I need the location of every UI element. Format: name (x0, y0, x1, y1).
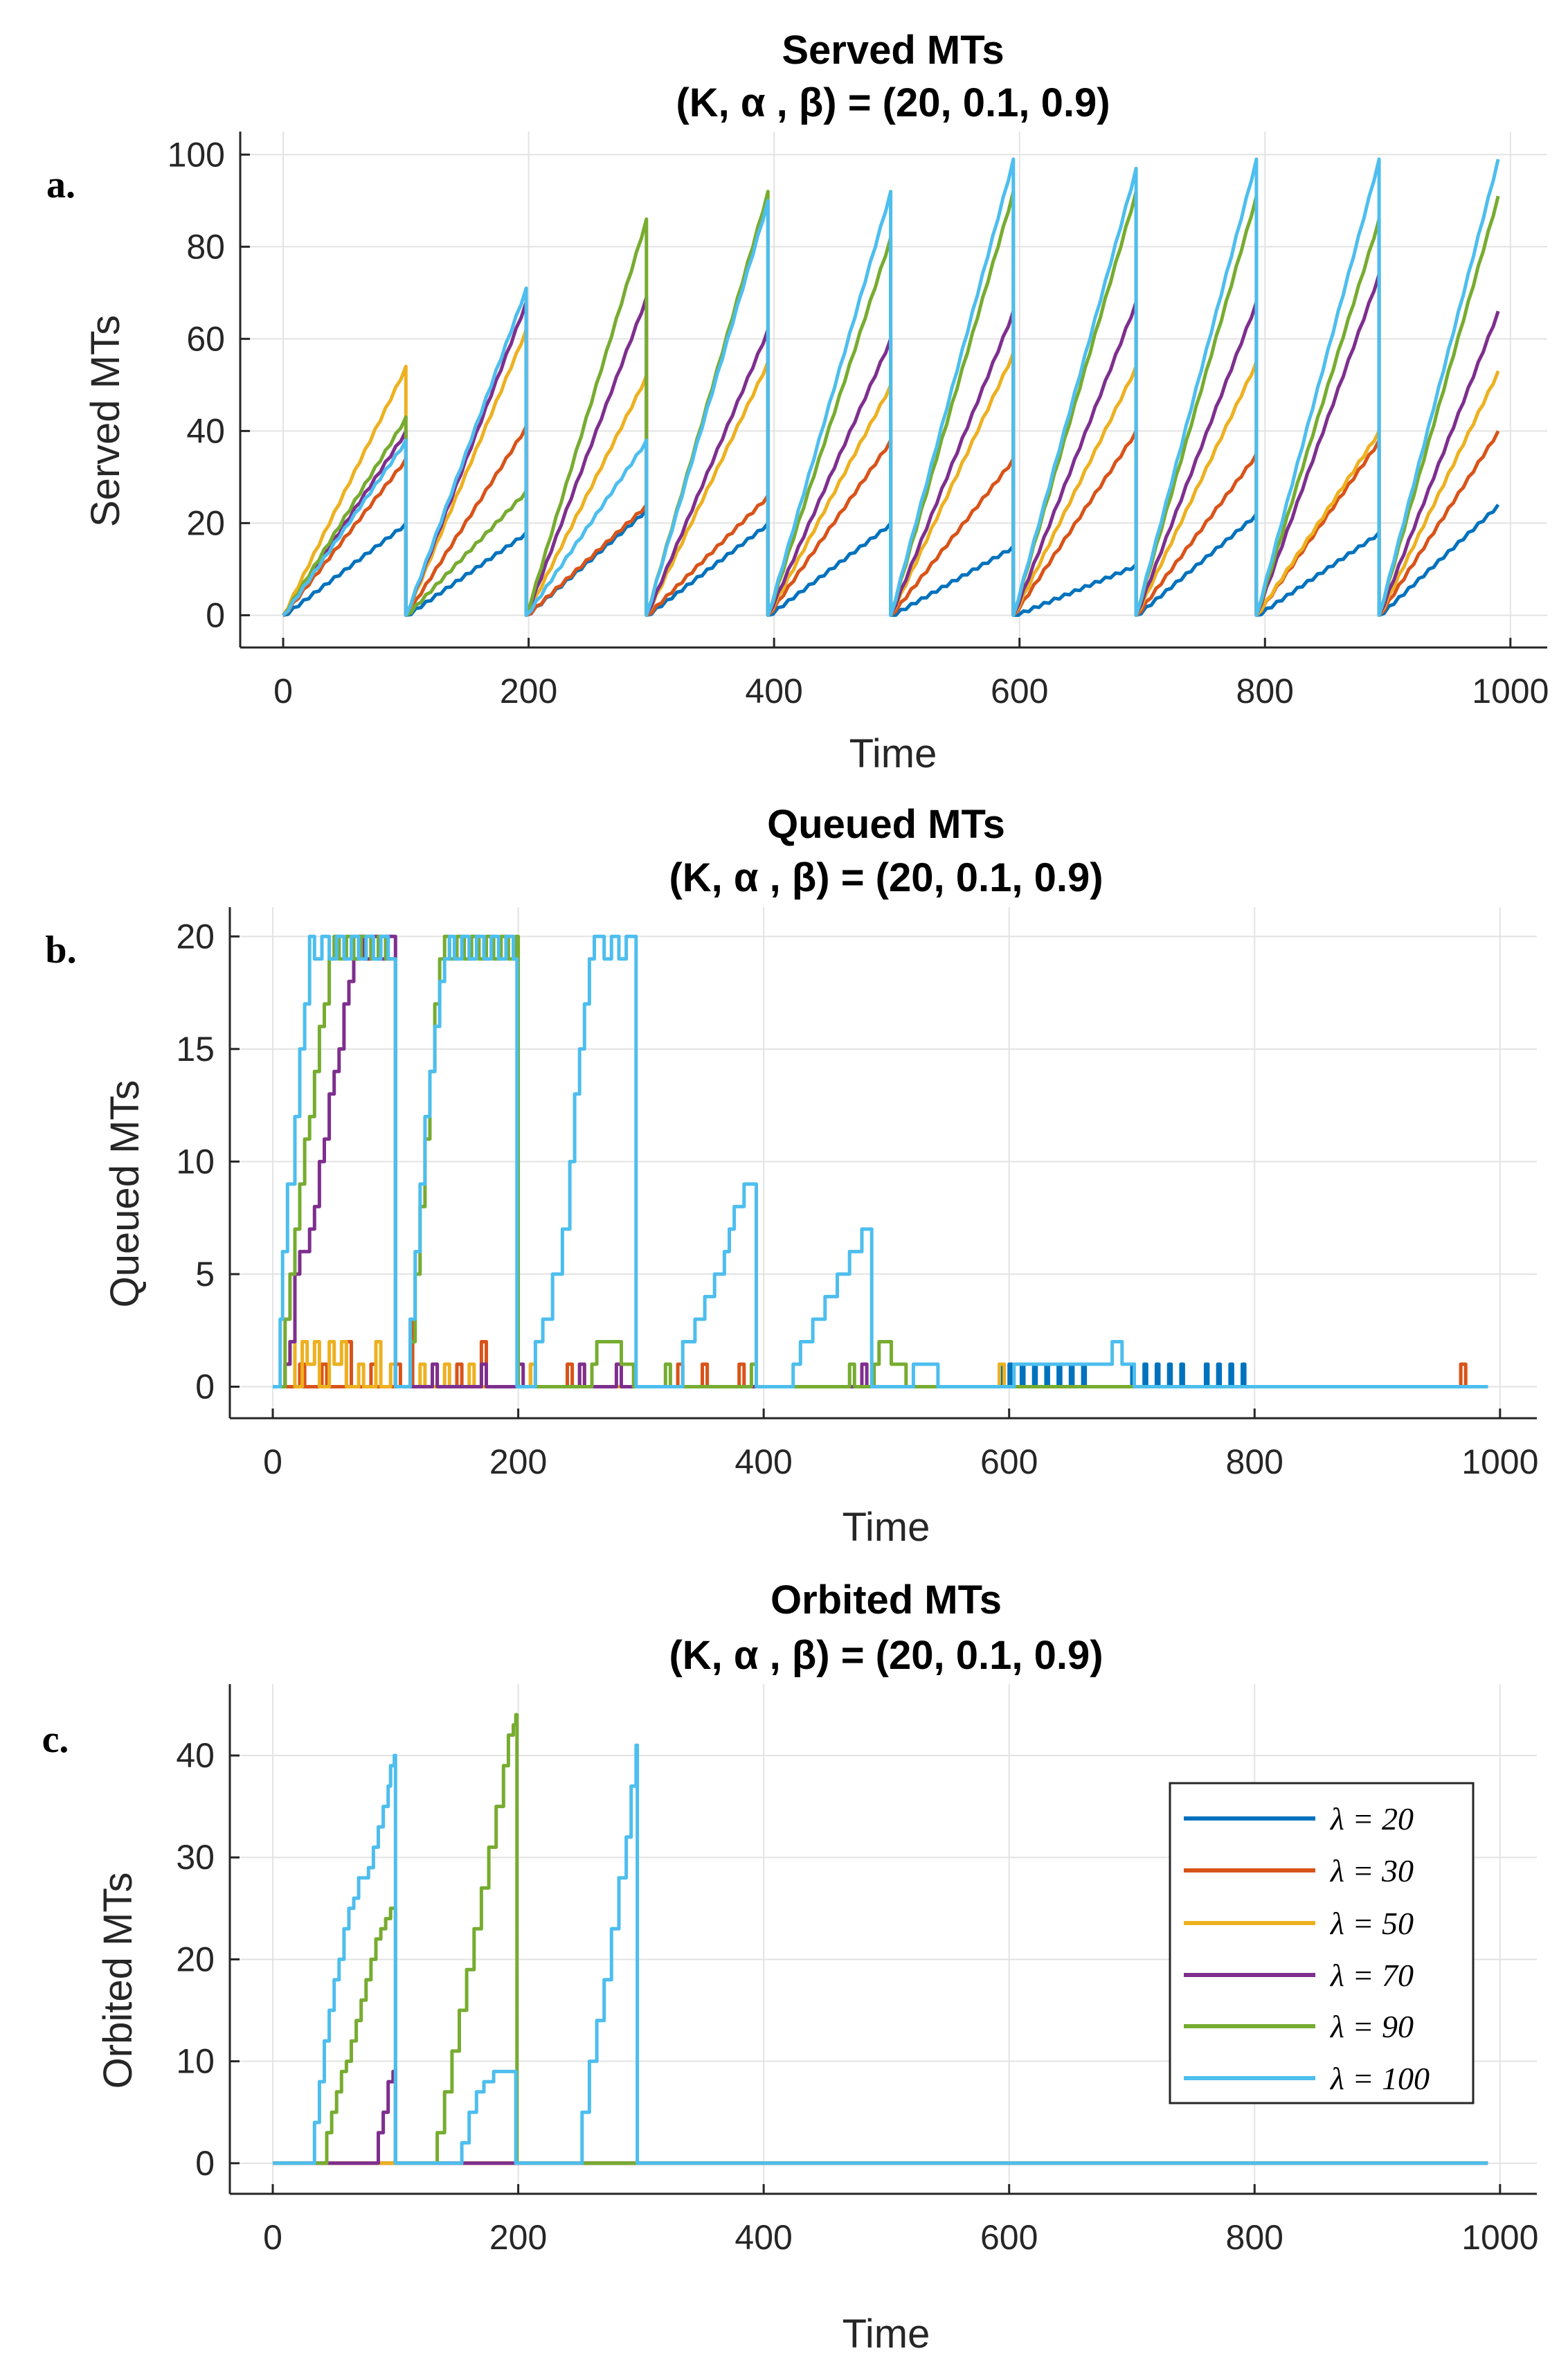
x-tick-label: 800 (1236, 672, 1294, 710)
panel-label: c. (42, 1718, 69, 1761)
legend-label: λ = 100 (1329, 2061, 1430, 2096)
y-tick-label: 0 (195, 1367, 215, 1406)
x-tick-label: 400 (735, 2218, 792, 2257)
x-tick-label: 0 (263, 2218, 282, 2257)
y-tick-label: 100 (168, 135, 225, 174)
y-axis-label: Served MTs (83, 315, 128, 527)
x-axis-label: Time (842, 2312, 930, 2357)
x-tick-label: 400 (745, 672, 802, 710)
chart-served: Served MTs (K, α , β) = (20, 0.1, 0.9) a… (46, 28, 1549, 776)
legend-entry: λ = 30 (1184, 1853, 1414, 1888)
y-axis-label: Orbited MTs (96, 1872, 141, 2089)
chart-subtitle: (K, α , β) = (20, 0.1, 0.9) (669, 1633, 1103, 1678)
chart-queued: Queued MTs (K, α , β) = (20, 0.1, 0.9) b… (45, 802, 1538, 1550)
chart-subtitle: (K, α , β) = (20, 0.1, 0.9) (669, 855, 1103, 900)
ticks: 0 200 400 600 800 1000 0 20 40 60 80 100 (168, 135, 1549, 710)
x-tick-label: 0 (273, 672, 293, 710)
y-tick-label: 20 (176, 917, 215, 956)
y-tick-label: 40 (186, 411, 225, 450)
x-tick-label: 1000 (1461, 2218, 1538, 2257)
legend-label: λ = 90 (1329, 2009, 1414, 2044)
legend-label: λ = 20 (1329, 1801, 1414, 1836)
y-tick-label: 20 (186, 503, 225, 542)
series-line (273, 934, 1488, 1388)
y-tick-label: 40 (176, 1736, 215, 1775)
series (273, 1713, 1488, 2165)
y-tick-label: 5 (195, 1255, 215, 1294)
legend-box (1169, 1782, 1475, 2104)
legend-entry: λ = 90 (1184, 2009, 1414, 2044)
legend-entry: λ = 70 (1184, 1958, 1414, 1993)
y-tick-label: 20 (176, 1940, 215, 1978)
chart-subtitle: (K, α , β) = (20, 0.1, 0.9) (676, 80, 1110, 125)
panel-label: b. (45, 929, 76, 972)
legend: λ = 20 λ = 30 λ = 50 λ = 70 λ = 90 λ = 1… (1169, 1782, 1475, 2104)
legend-entry: λ = 50 (1184, 1906, 1414, 1941)
x-axis-label: Time (849, 731, 937, 776)
chart-title: Queued MTs (767, 802, 1005, 847)
grid (240, 132, 1547, 647)
y-tick-label: 0 (195, 2144, 215, 2183)
y-tick-label: 0 (206, 596, 225, 634)
y-axis-label: Queued MTs (102, 1080, 147, 1308)
y-tick-label: 15 (176, 1030, 215, 1069)
x-tick-label: 600 (980, 1442, 1038, 1481)
y-tick-label: 80 (186, 227, 225, 266)
chart-title: Served MTs (782, 28, 1004, 73)
legend-entry: λ = 20 (1184, 1801, 1414, 1836)
y-tick-label: 30 (176, 1838, 215, 1877)
series (281, 157, 1500, 617)
x-tick-label: 600 (980, 2218, 1038, 2257)
panel-label: a. (46, 163, 75, 206)
ticks: 0 200 400 600 800 1000 0 5 10 15 20 (176, 917, 1538, 1481)
x-axis-label: Time (842, 1505, 930, 1550)
x-tick-label: 600 (991, 672, 1048, 710)
series-line (282, 157, 1500, 617)
axes (228, 907, 1537, 1420)
y-tick-label: 10 (176, 2042, 215, 2081)
chart-orbited: Orbited MTs (K, α , β) = (20, 0.1, 0.9) … (42, 1577, 1539, 2357)
legend-label: λ = 70 (1329, 1958, 1414, 1993)
series-line (273, 934, 1488, 1388)
y-tick-label: 10 (176, 1142, 215, 1181)
series (273, 934, 1488, 1388)
x-tick-label: 1000 (1472, 672, 1549, 710)
series-line (273, 1743, 1488, 2165)
legend-entry: λ = 100 (1184, 2061, 1430, 2096)
ticks: 0 200 400 600 800 1000 0 10 20 30 40 (176, 1736, 1538, 2257)
legend-label: λ = 50 (1329, 1906, 1414, 1941)
x-tick-label: 0 (263, 1442, 282, 1481)
x-tick-label: 200 (500, 672, 557, 710)
x-tick-label: 200 (489, 2218, 547, 2257)
axes (228, 1684, 1537, 2195)
x-tick-label: 800 (1226, 1442, 1283, 1481)
x-tick-label: 1000 (1461, 1442, 1538, 1481)
x-tick-label: 200 (489, 1442, 547, 1481)
chart-title: Orbited MTs (771, 1577, 1002, 1622)
axes (239, 132, 1547, 649)
legend-label: λ = 30 (1329, 1853, 1414, 1888)
y-tick-label: 60 (186, 319, 225, 358)
x-tick-label: 400 (735, 1442, 792, 1481)
x-tick-label: 800 (1226, 2218, 1283, 2257)
